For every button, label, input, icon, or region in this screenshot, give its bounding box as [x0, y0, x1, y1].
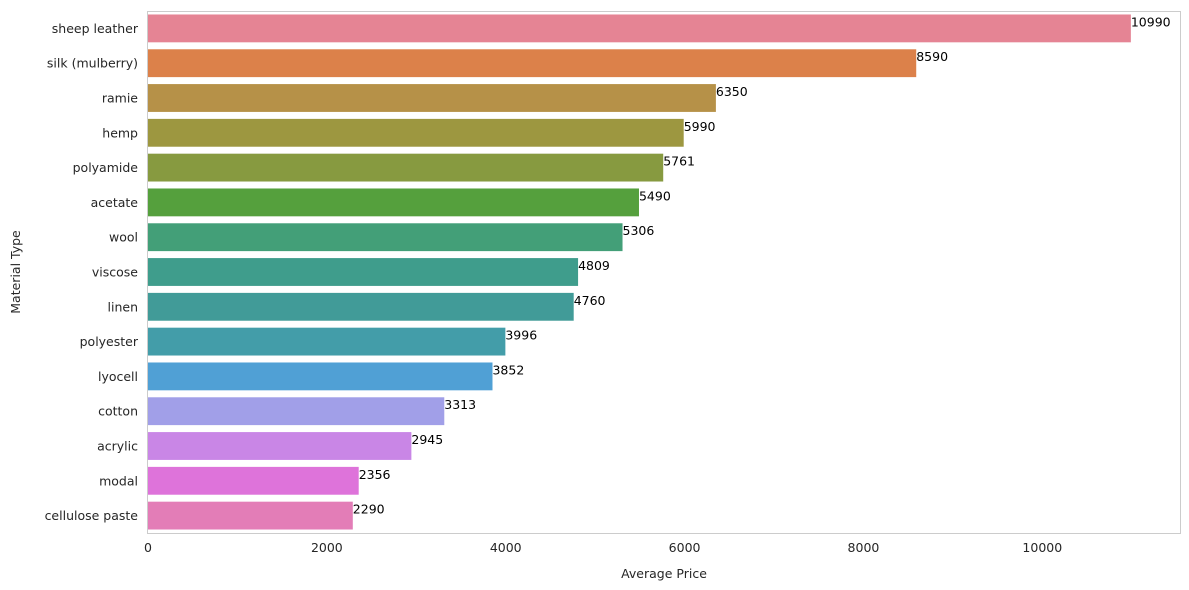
data-label: 10990: [1131, 14, 1171, 29]
x-tick-label: 4000: [490, 540, 522, 555]
y-tick-label: wool: [109, 230, 138, 245]
bar-polyester: [148, 327, 506, 356]
y-tick-label: cellulose paste: [45, 508, 139, 523]
data-label: 5306: [623, 223, 655, 238]
data-label: 5761: [663, 154, 695, 169]
y-tick-label: acetate: [91, 195, 139, 210]
y-tick-label: ramie: [102, 91, 138, 106]
data-label: 5990: [684, 119, 716, 134]
bar-sheep-leather: [148, 14, 1131, 43]
data-label: 3313: [444, 397, 476, 412]
bar-ramie: [148, 84, 716, 112]
data-label: 8590: [916, 49, 948, 64]
bar-cellulose-paste: [148, 501, 353, 530]
bar-cotton: [148, 397, 445, 426]
data-label: 2945: [411, 432, 443, 447]
x-tick-label: 0: [144, 540, 152, 555]
x-tick-label: 10000: [1022, 540, 1062, 555]
y-tick-label: silk (mulberry): [47, 56, 138, 71]
x-ticks: 0 2000 4000 6000 8000 10000: [144, 540, 1062, 555]
x-tick-label: 2000: [311, 540, 343, 555]
y-tick-label: lyocell: [98, 369, 138, 384]
y-tick-label: viscose: [92, 265, 138, 280]
bar-viscose: [148, 258, 579, 286]
bar-modal: [148, 466, 359, 495]
y-tick-label: linen: [108, 299, 138, 314]
data-label: 2290: [353, 502, 385, 517]
y-tick-label: hemp: [102, 125, 138, 140]
y-axis-title: Material Type: [8, 230, 23, 314]
y-tick-labels: sheep leather silk (mulberry) ramie hemp pol…: [45, 21, 139, 523]
bars-group: 10990 8590 6350 5990 5761 5490 5306 4809 4760 399…: [148, 14, 1171, 530]
bar-polyamide: [148, 153, 664, 182]
bar-hemp: [148, 118, 684, 147]
x-tick-label: 6000: [669, 540, 701, 555]
plot-frame: [147, 11, 1181, 534]
x-axis-title: Average Price: [621, 566, 707, 581]
data-label: 5490: [639, 188, 671, 203]
y-tick-label: acrylic: [97, 439, 138, 454]
bar-acetate: [148, 188, 639, 217]
data-label: 4809: [578, 258, 610, 273]
data-label: 4760: [574, 293, 606, 308]
y-tick-label: sheep leather: [52, 21, 139, 36]
bar-linen: [148, 292, 574, 321]
data-label: 3852: [492, 362, 524, 377]
y-tick-label: modal: [99, 473, 138, 488]
y-tick-label: polyester: [80, 334, 139, 349]
data-label: 3996: [505, 328, 537, 343]
x-tick-label: 8000: [848, 540, 880, 555]
y-tick-label: cotton: [98, 404, 138, 419]
bar-acrylic: [148, 432, 412, 460]
data-label: 6350: [716, 84, 748, 99]
bar-silk-mulberry-: [148, 49, 917, 78]
data-label: 2356: [359, 467, 391, 482]
bar-wool: [148, 223, 623, 252]
y-tick-label: polyamide: [73, 160, 139, 175]
bar-lyocell: [148, 362, 493, 391]
